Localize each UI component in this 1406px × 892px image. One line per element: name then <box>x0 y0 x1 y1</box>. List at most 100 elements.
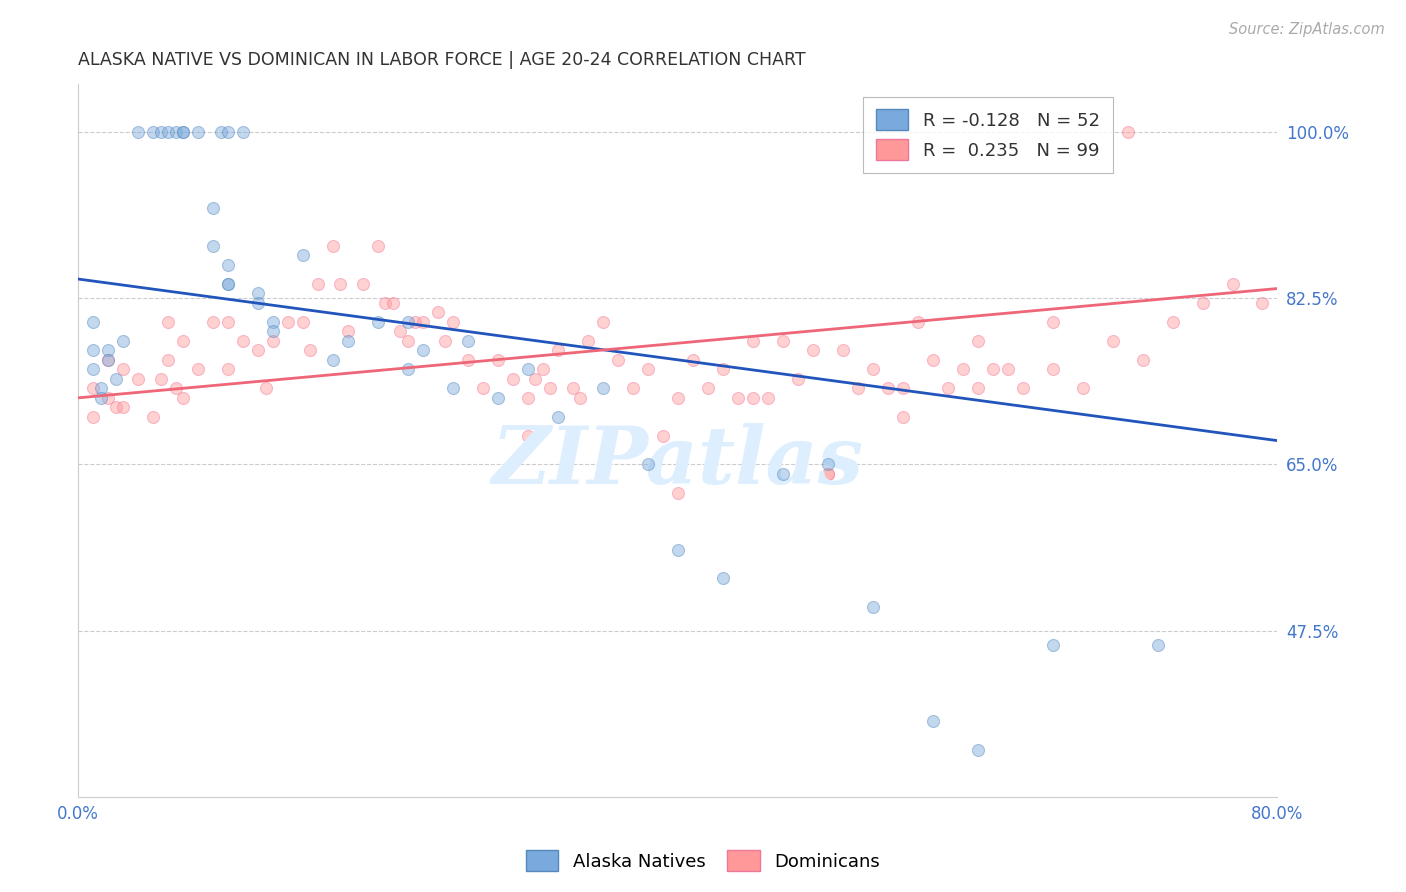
Point <box>367 238 389 252</box>
Point <box>682 352 704 367</box>
Point <box>90 381 112 395</box>
Point <box>187 362 209 376</box>
Point <box>217 125 239 139</box>
Point <box>1251 295 1274 310</box>
Point <box>471 381 494 395</box>
Point <box>389 324 412 338</box>
Point <box>981 362 1004 376</box>
Point <box>441 315 464 329</box>
Point <box>404 315 426 329</box>
Legend: R = -0.128   N = 52, R =  0.235   N = 99: R = -0.128 N = 52, R = 0.235 N = 99 <box>863 96 1112 173</box>
Point <box>1042 362 1064 376</box>
Point <box>209 125 232 139</box>
Point <box>727 391 749 405</box>
Point <box>217 277 239 291</box>
Point <box>862 600 884 615</box>
Point <box>112 401 135 415</box>
Point <box>412 343 434 358</box>
Point <box>817 467 839 481</box>
Point <box>1132 352 1154 367</box>
Point <box>127 125 149 139</box>
Point <box>531 362 554 376</box>
Point <box>172 334 194 348</box>
Point <box>997 362 1019 376</box>
Point <box>952 362 974 376</box>
Text: Source: ZipAtlas.com: Source: ZipAtlas.com <box>1229 22 1385 37</box>
Point <box>381 295 404 310</box>
Point <box>307 277 329 291</box>
Point <box>82 381 104 395</box>
Point <box>329 277 352 291</box>
Point <box>772 334 794 348</box>
Point <box>786 372 808 386</box>
Point <box>142 125 165 139</box>
Point <box>217 277 239 291</box>
Point <box>1071 381 1094 395</box>
Point <box>606 352 628 367</box>
Point <box>82 343 104 358</box>
Point <box>756 391 779 405</box>
Point <box>247 343 270 358</box>
Point <box>592 381 614 395</box>
Point <box>112 362 135 376</box>
Point <box>524 372 547 386</box>
Text: ALASKA NATIVE VS DOMINICAN IN LABOR FORCE | AGE 20-24 CORRELATION CHART: ALASKA NATIVE VS DOMINICAN IN LABOR FORC… <box>79 51 806 69</box>
Point <box>172 125 194 139</box>
Point <box>396 362 419 376</box>
Point <box>97 391 120 405</box>
Point <box>336 334 359 348</box>
Point <box>157 125 180 139</box>
Point <box>217 315 239 329</box>
Point <box>149 125 172 139</box>
Point <box>247 286 270 301</box>
Point <box>1191 295 1213 310</box>
Point <box>247 295 270 310</box>
Point <box>817 458 839 472</box>
Point <box>1146 638 1168 652</box>
Point <box>696 381 718 395</box>
Point <box>457 352 479 367</box>
Point <box>637 458 659 472</box>
Point <box>637 362 659 376</box>
Point <box>202 315 225 329</box>
Point <box>202 238 225 252</box>
Point <box>90 391 112 405</box>
Point <box>292 248 315 262</box>
Point <box>142 409 165 424</box>
Point <box>1011 381 1033 395</box>
Point <box>149 372 172 386</box>
Point <box>862 362 884 376</box>
Point <box>547 343 569 358</box>
Point <box>966 742 988 756</box>
Point <box>82 362 104 376</box>
Point <box>322 352 344 367</box>
Point <box>651 429 673 443</box>
Point <box>801 343 824 358</box>
Point <box>966 334 988 348</box>
Point <box>1116 125 1139 139</box>
Point <box>97 352 120 367</box>
Point <box>486 391 509 405</box>
Point <box>486 352 509 367</box>
Point <box>592 458 614 472</box>
Point <box>907 315 929 329</box>
Point <box>846 381 869 395</box>
Point <box>187 125 209 139</box>
Point <box>621 381 644 395</box>
Point <box>1101 334 1123 348</box>
Point <box>666 486 689 500</box>
Point <box>112 334 135 348</box>
Point <box>277 315 299 329</box>
Point <box>434 334 457 348</box>
Point <box>232 125 254 139</box>
Point <box>165 381 187 395</box>
Text: ZIPatlas: ZIPatlas <box>492 424 863 500</box>
Point <box>457 334 479 348</box>
Point <box>441 381 464 395</box>
Point <box>396 315 419 329</box>
Point <box>322 238 344 252</box>
Point <box>217 362 239 376</box>
Point <box>262 324 284 338</box>
Point <box>711 572 734 586</box>
Point <box>202 201 225 215</box>
